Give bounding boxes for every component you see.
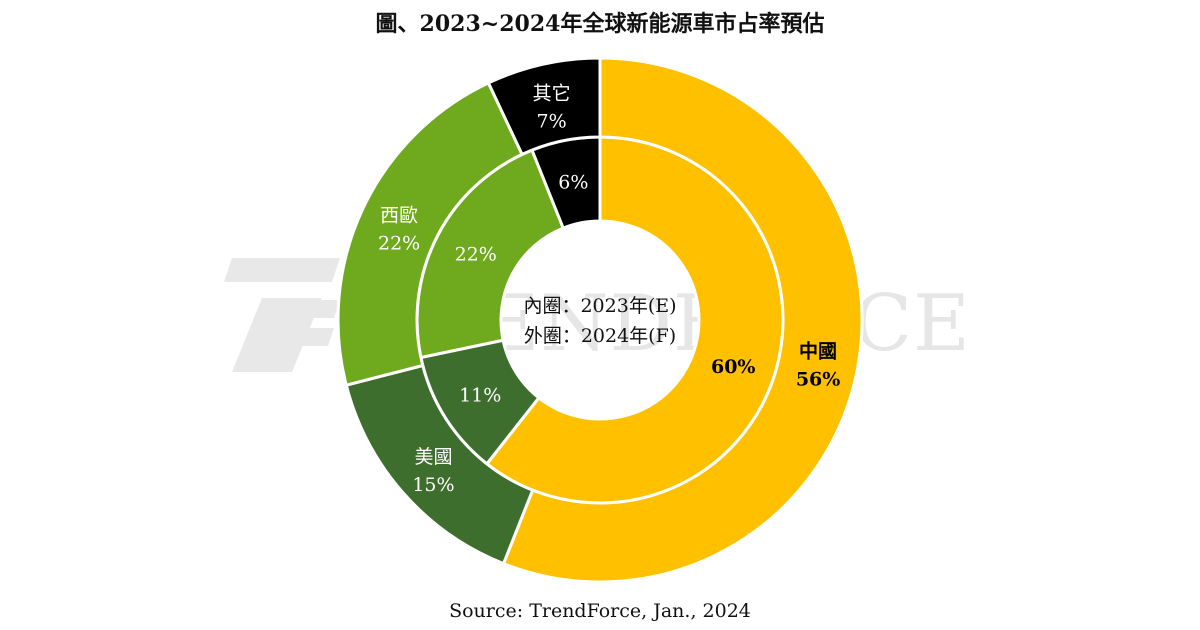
inner-label-usa: 11%: [459, 384, 501, 406]
center-label-0: 內圈：2023年(E): [523, 295, 676, 317]
outer-slice-other: [486, 56, 602, 157]
outer-label-value: 56%: [796, 369, 841, 391]
outer-label-category: 美國: [414, 446, 452, 468]
slice-labels-group: 60% 11% 22% 6% 中國 56% 美國 15% 西歐 22% 其它 7%: [378, 82, 840, 495]
inner-label-china: 60%: [711, 356, 756, 378]
outer-label-western-europe: 西歐 22%: [378, 204, 420, 254]
center-label-1: 外圈：2024年(F): [524, 325, 676, 347]
outer-label-value: 22%: [378, 232, 420, 254]
outer-label-other: 其它 7%: [533, 82, 571, 132]
outer-slice-china: [501, 56, 864, 584]
inner-label-other: 6%: [558, 172, 588, 194]
outer-label-category: 中國: [799, 340, 837, 363]
outer-label-value: 7%: [536, 110, 566, 132]
outer-label-category: 其它: [533, 82, 571, 104]
source-note: Source: TrendForce, Jan., 2024: [449, 600, 751, 622]
outer-label-usa: 美國 15%: [412, 446, 454, 496]
slices-group: [336, 56, 864, 584]
inner-label-western-europe: 22%: [455, 243, 497, 265]
outer-label-category: 西歐: [380, 204, 418, 226]
center-labels-group: 內圈：2023年(E) 外圈：2024年(F): [523, 295, 676, 347]
chart-title: 圖、2023~2024年全球新能源車市占率預估: [375, 11, 825, 37]
outer-label-china: 中國 56%: [796, 340, 841, 391]
outer-label-value: 15%: [412, 474, 454, 496]
